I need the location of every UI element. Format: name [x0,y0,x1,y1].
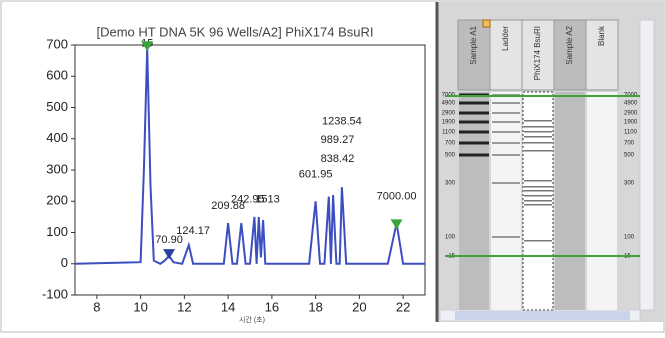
v-scrollbar[interactable] [640,20,654,310]
y-tick-label: 100 [46,224,68,239]
lane-label: Sample A2 [565,25,574,64]
y-tick-label: 0 [61,255,68,270]
size-label-left: 500 [445,153,456,159]
lane [459,92,489,310]
x-tick-label: 16 [265,299,279,314]
size-label-right: 300 [624,181,635,187]
x-tick-label: 22 [396,299,410,314]
chart-title: [Demo HT DNA 5K 96 Wells/A2] PhiX174 Bsu… [97,24,374,39]
x-axis-label: 시간 (초) [239,315,265,324]
phix-band [524,180,552,182]
x-tick-label: 18 [308,299,322,314]
y-tick-label: 300 [46,161,68,176]
size-label-left: 1900 [442,120,456,126]
lane-close [483,20,490,27]
peak-label: 7000.00 [377,190,417,202]
phix-band [524,131,552,133]
size-label-right: 1100 [624,130,638,136]
size-label-left: 2900 [442,111,456,117]
phix-band [524,136,552,138]
phix-band [524,195,552,197]
peak-label: 989.27 [321,134,355,146]
y-tick-label: -100 [42,286,68,301]
lane [491,92,521,310]
screen: [Demo HT DNA 5K 96 Wells/A2] PhiX174 Bsu… [0,0,665,333]
size-label-left: 1100 [442,130,456,136]
sample-band [459,131,489,134]
y-tick-label: 400 [46,130,68,145]
lane [555,92,585,310]
ladder-band [492,154,520,156]
ladder-band [492,102,520,104]
phix-band [524,150,552,152]
size-label-right: 4900 [624,101,638,107]
x-tick-label: 20 [352,299,366,314]
gel-image: Sample A1 Ladder PhiX174 BsuRI Sample A2 Bla… [442,20,640,310]
y-tick-label: 600 [46,68,68,83]
sample-band [459,102,489,105]
sample-band [459,142,489,145]
size-label-right: 1900 [624,120,638,126]
size-label-left: 4900 [442,101,456,107]
ladder-band [492,131,520,133]
lane [587,92,617,310]
peak-label: 1513 [255,194,279,206]
peak-label: 1238.54 [322,115,362,127]
phix-band [524,186,552,188]
h-scroll-thumb[interactable] [455,311,630,320]
y-tick-label: 200 [46,193,68,208]
lane-label: PhiX174 BsuRI [533,26,542,80]
phix-band [524,126,552,128]
ladder-band [492,121,520,123]
ladder-band [492,112,520,114]
x-tick-label: 14 [221,299,235,314]
ladder-band [492,182,520,184]
phix-band [524,120,552,122]
peak-label: 838.42 [321,153,355,165]
size-label-right: 500 [624,153,635,159]
size-label-right: 2900 [624,111,638,117]
y-tick-label: 700 [46,36,68,51]
phix-band [524,240,552,242]
peak-label: 601.95 [299,169,333,181]
size-label-right: 100 [624,235,635,241]
y-tick-label: 500 [46,99,68,114]
size-label-left: 300 [445,181,456,187]
size-label-left: 100 [445,235,456,241]
lane-label: Ladder [501,26,510,51]
phix-band [524,200,552,202]
size-label-left: 700 [445,141,456,147]
peak-label: 124.17 [176,225,210,237]
sample-band [459,121,489,124]
sample-band [459,154,489,157]
x-tick-label: 8 [93,299,100,314]
x-tick-label: 10 [133,299,147,314]
lane-label: Blank [597,25,606,46]
phix-band [524,204,552,206]
ladder-band [492,142,520,144]
phix-band [524,190,552,192]
x-tick-label: 12 [177,299,191,314]
lane-label: Sample A1 [469,25,478,64]
sample-band [459,112,489,115]
ladder-band [492,236,520,238]
size-label-right: 700 [624,141,635,147]
phix-band [524,142,552,144]
